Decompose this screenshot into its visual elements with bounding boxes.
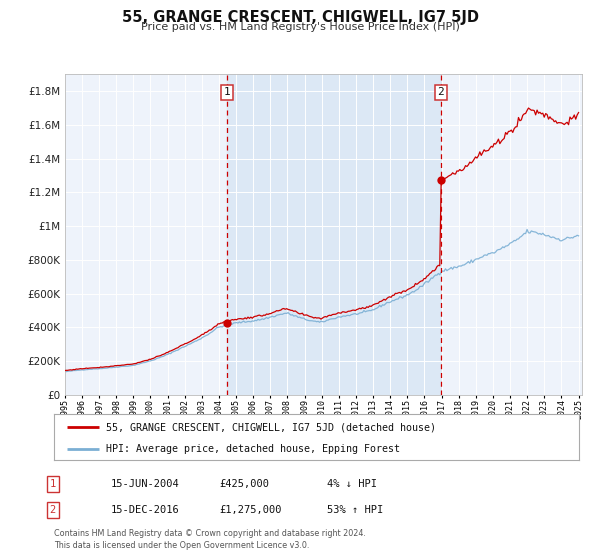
Bar (227, 74, 441, 395)
Text: 2: 2 (50, 505, 56, 515)
Text: Contains HM Land Registry data © Crown copyright and database right 2024.: Contains HM Land Registry data © Crown c… (54, 529, 366, 538)
Text: HPI: Average price, detached house, Epping Forest: HPI: Average price, detached house, Eppi… (107, 444, 401, 454)
Text: 15-DEC-2016: 15-DEC-2016 (111, 505, 180, 515)
Text: 4% ↓ HPI: 4% ↓ HPI (327, 479, 377, 489)
Text: 55, GRANGE CRESCENT, CHIGWELL, IG7 5JD (detached house): 55, GRANGE CRESCENT, CHIGWELL, IG7 5JD (… (107, 422, 437, 432)
Text: This data is licensed under the Open Government Licence v3.0.: This data is licensed under the Open Gov… (54, 541, 310, 550)
Text: £1,275,000: £1,275,000 (219, 505, 281, 515)
Text: £425,000: £425,000 (219, 479, 269, 489)
Text: Price paid vs. HM Land Registry's House Price Index (HPI): Price paid vs. HM Land Registry's House … (140, 22, 460, 32)
Text: 2: 2 (437, 87, 444, 97)
Text: 55, GRANGE CRESCENT, CHIGWELL, IG7 5JD: 55, GRANGE CRESCENT, CHIGWELL, IG7 5JD (121, 10, 479, 25)
Text: 15-JUN-2004: 15-JUN-2004 (111, 479, 180, 489)
Text: 1: 1 (223, 87, 230, 97)
Text: 1: 1 (50, 479, 56, 489)
Text: 53% ↑ HPI: 53% ↑ HPI (327, 505, 383, 515)
